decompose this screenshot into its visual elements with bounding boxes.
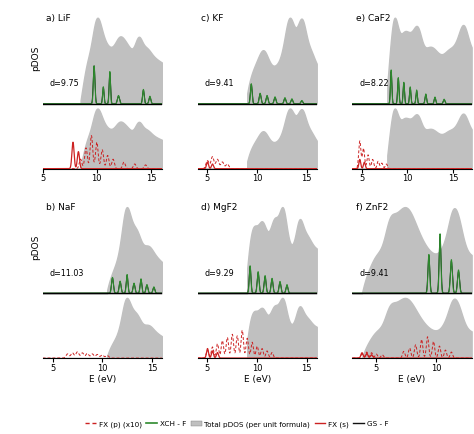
- Y-axis label: pDOS: pDOS: [31, 235, 40, 260]
- Text: d=8.22: d=8.22: [360, 79, 389, 89]
- Text: d=9.75: d=9.75: [50, 79, 80, 89]
- Text: a) LiF: a) LiF: [46, 14, 71, 23]
- Text: f) ZnF2: f) ZnF2: [356, 203, 388, 212]
- Text: d=9.41: d=9.41: [205, 79, 234, 89]
- Text: d=9.29: d=9.29: [205, 269, 235, 278]
- Text: e) CaF2: e) CaF2: [356, 14, 391, 23]
- Text: d=9.41: d=9.41: [360, 269, 389, 278]
- X-axis label: E (eV): E (eV): [89, 375, 116, 385]
- Text: d=11.03: d=11.03: [50, 269, 84, 278]
- X-axis label: E (eV): E (eV): [399, 375, 426, 385]
- X-axis label: E (eV): E (eV): [244, 375, 271, 385]
- Text: c) KF: c) KF: [201, 14, 224, 23]
- Text: d) MgF2: d) MgF2: [201, 203, 237, 212]
- Y-axis label: pDOS: pDOS: [31, 46, 40, 71]
- Legend: FX (p) (x10), XCH - F, Total pDOS (per unit formula), FX (s), GS - F: FX (p) (x10), XCH - F, Total pDOS (per u…: [82, 418, 392, 431]
- Text: b) NaF: b) NaF: [46, 203, 76, 212]
